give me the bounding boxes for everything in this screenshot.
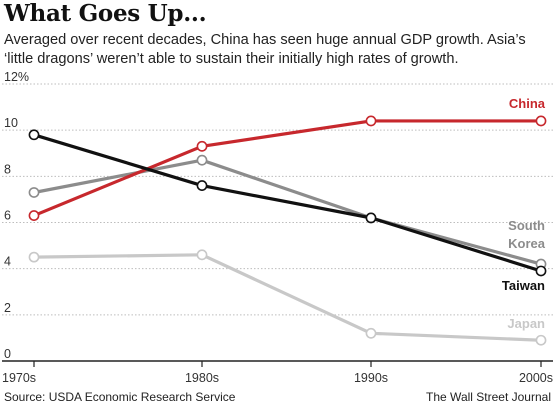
y-tick-label: 6 — [4, 209, 11, 223]
y-axis-ticks: 0 2 4 6 8 10 12% — [4, 70, 29, 361]
y-tick-label: 10 — [4, 116, 18, 130]
data-point — [196, 249, 208, 261]
chart-title: What Goes Up... — [4, 0, 207, 27]
gridlines — [2, 83, 553, 362]
y-tick-label: 4 — [4, 255, 11, 269]
series-japan — [28, 249, 547, 346]
y-tick-label: 0 — [4, 347, 11, 361]
data-point — [28, 251, 40, 263]
series-line — [32, 119, 543, 218]
series-label: Taiwan — [502, 278, 545, 293]
y-tick-label: 12% — [4, 70, 29, 84]
series-lines — [28, 115, 547, 346]
series-taiwan — [28, 129, 547, 277]
x-tick-label: 1970s — [2, 371, 36, 385]
credit-note: The Wall Street Journal — [426, 390, 551, 404]
series-south-korea — [28, 154, 547, 270]
data-point — [196, 154, 208, 166]
data-point — [196, 140, 208, 152]
x-tick-label: 2000s — [519, 371, 553, 385]
series-label: South — [508, 218, 545, 233]
x-tick-label: 1990s — [354, 371, 388, 385]
data-point — [28, 210, 40, 221]
series-china — [28, 115, 547, 221]
series-line — [32, 253, 543, 342]
data-point — [28, 129, 40, 141]
x-axis-ticks: 1970s 1980s 1990s 2000s — [2, 361, 553, 385]
data-point — [535, 265, 547, 277]
data-point — [535, 115, 547, 127]
data-point — [196, 180, 208, 191]
series-line — [32, 133, 543, 273]
series-label: China — [509, 96, 546, 111]
series-label: Korea — [508, 236, 546, 251]
data-point — [28, 187, 40, 198]
data-point — [535, 334, 547, 346]
x-tick-label: 1980s — [185, 371, 219, 385]
series-labels: Japan South Korea China Taiwan — [502, 96, 546, 331]
source-note: Source: USDA Economic Research Service — [4, 390, 236, 404]
y-tick-label: 8 — [4, 162, 11, 176]
data-point — [365, 115, 377, 127]
y-tick-label: 2 — [4, 301, 11, 315]
series-line — [32, 158, 543, 266]
chart-subtitle: Averaged over recent decades, China has … — [4, 32, 526, 67]
data-point — [365, 212, 377, 224]
data-point — [365, 327, 377, 339]
series-label: Japan — [507, 316, 545, 331]
